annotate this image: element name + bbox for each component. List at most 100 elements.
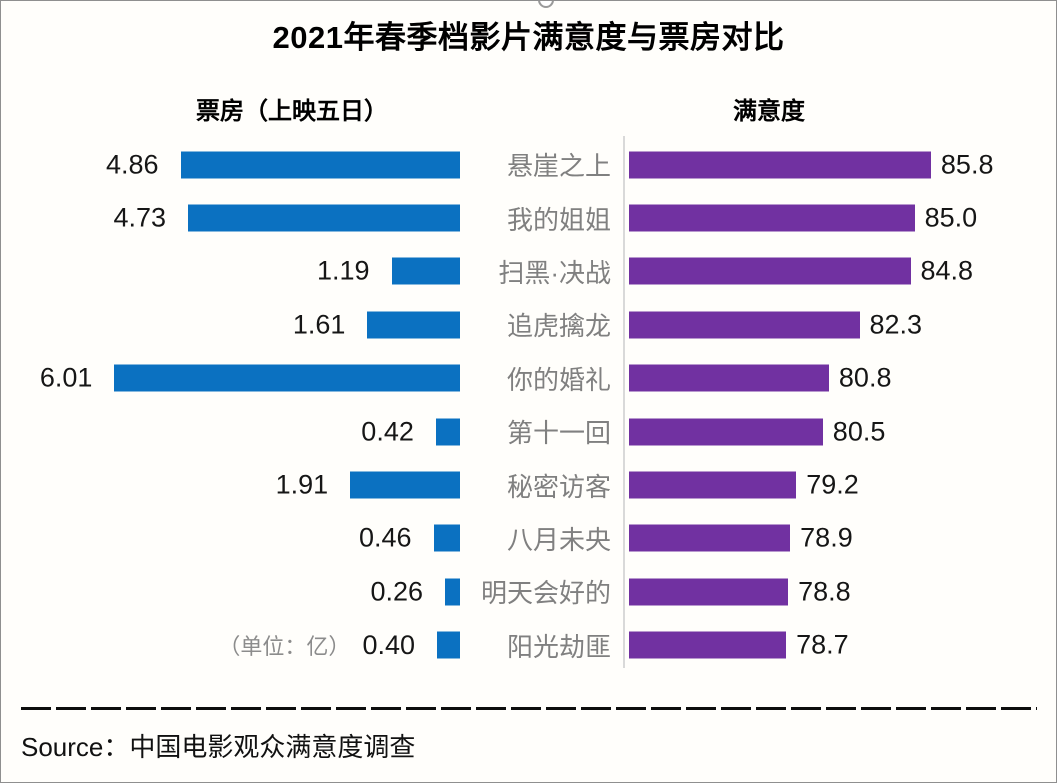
boxoffice-bar: [433, 524, 460, 552]
boxoffice-bar: [114, 364, 460, 392]
boxoffice-value-group: 6.01: [40, 363, 93, 394]
center-axis-line: [623, 136, 625, 668]
boxoffice-value-group: 4.73: [113, 203, 166, 234]
satisfaction-zone: 80.5: [623, 405, 1056, 458]
chart-row: （单位：亿） 0.40 阳光劫匪 78.7: [1, 619, 1056, 672]
boxoffice-zone: 6.01: [1, 352, 460, 405]
boxoffice-value: 4.86: [106, 149, 159, 180]
movie-name-zone: 秘密访客: [460, 458, 623, 511]
right-column-header: 满意度: [733, 98, 805, 125]
movie-label: 你的婚礼: [506, 364, 611, 395]
satisfaction-bar: [629, 578, 789, 606]
boxoffice-bar: [445, 578, 460, 606]
page-title: 2021年春季档影片满意度与票房对比: [272, 20, 785, 55]
boxoffice-value: 0.46: [359, 522, 412, 553]
satisfaction-value: 80.8: [838, 362, 892, 393]
source-note: Source：中国电影观众满意度调查: [21, 732, 416, 762]
boxoffice-zone: 0.46: [1, 512, 460, 565]
satisfaction-bar: [629, 364, 829, 392]
boxoffice-value: 0.40: [362, 630, 415, 661]
boxoffice-bar: [391, 257, 460, 285]
chart-row: 6.01 你的婚礼 80.8: [1, 352, 1056, 405]
boxoffice-value: 1.91: [275, 469, 329, 500]
boxoffice-zone: 0.26: [1, 565, 460, 618]
separator-line: [21, 707, 1037, 710]
chart-row: 0.46 八月未央 78.9: [1, 512, 1056, 565]
boxoffice-value: 4.73: [113, 202, 167, 233]
boxoffice-value-group: 1.91: [276, 470, 329, 501]
satisfaction-zone: 82.3: [623, 298, 1056, 351]
satisfaction-value: 78.9: [800, 522, 853, 553]
satisfaction-value: 85.8: [940, 149, 994, 180]
boxoffice-value: 0.42: [361, 416, 414, 447]
boxoffice-zone: 4.73: [1, 191, 460, 244]
boxoffice-value-group: 0.46: [359, 523, 412, 554]
satisfaction-value: 84.8: [920, 255, 974, 286]
boxoffice-value-group: （单位：亿） 0.40: [218, 629, 415, 661]
satisfaction-zone: 84.8: [623, 245, 1056, 298]
boxoffice-bar: [188, 204, 460, 232]
chart-row: 0.42 第十一回 80.5: [1, 405, 1056, 458]
boxoffice-value: 1.19: [317, 255, 370, 286]
movie-label: 第十一回: [506, 418, 611, 449]
boxoffice-bar: [435, 418, 460, 446]
movie-label: 悬崖之上: [506, 151, 611, 182]
chart-row: 1.19 扫黑·决战 84.8: [1, 245, 1056, 298]
boxoffice-value: 6.01: [39, 362, 93, 393]
boxoffice-zone: 1.19: [1, 245, 460, 298]
movie-label: 扫黑·决战: [498, 257, 611, 288]
satisfaction-bar: [629, 631, 787, 659]
movie-name-zone: 悬崖之上: [460, 138, 623, 191]
movie-name-zone: 阳光劫匪: [460, 619, 623, 672]
chart-row: 1.61 追虎擒龙 82.3: [1, 298, 1056, 351]
boxoffice-value: 1.61: [292, 309, 346, 340]
satisfaction-value: 78.8: [798, 576, 851, 607]
satisfaction-zone: 79.2: [623, 458, 1056, 511]
satisfaction-zone: 85.0: [623, 191, 1056, 244]
boxoffice-zone: 1.61: [1, 298, 460, 351]
movie-label: 我的姐姐: [506, 204, 611, 235]
chart-row: 4.73 我的姐姐 85.0: [1, 191, 1056, 244]
selection-handle[interactable]: [538, 1, 554, 8]
boxoffice-bar: [350, 471, 460, 499]
satisfaction-zone: 78.9: [623, 512, 1056, 565]
satisfaction-bar: [629, 418, 823, 446]
satisfaction-zone: 78.8: [623, 565, 1056, 618]
movie-name-zone: 你的婚礼: [460, 352, 623, 405]
boxoffice-bar: [437, 631, 460, 659]
movie-label: 追虎擒龙: [506, 311, 611, 342]
boxoffice-value-group: 0.42: [361, 416, 414, 447]
satisfaction-value: 85.0: [924, 202, 978, 233]
boxoffice-bar: [180, 151, 460, 179]
satisfaction-bar: [629, 204, 915, 232]
movie-name-zone: 我的姐姐: [460, 191, 623, 244]
movie-name-zone: 八月未央: [460, 512, 623, 565]
satisfaction-bar: [629, 151, 931, 179]
movie-label: 明天会好的: [480, 578, 611, 609]
tornado-chart: 4.86 悬崖之上 85.8 4.73 我的姐姐 85.0 1.19 扫黑·决战 84.8 1.6…: [1, 136, 1056, 674]
movie-name-zone: 第十一回: [460, 405, 623, 458]
satisfaction-bar: [629, 471, 797, 499]
boxoffice-zone: 1.91: [1, 458, 460, 511]
boxoffice-zone: 0.42: [1, 405, 460, 458]
satisfaction-bar: [629, 257, 911, 285]
movie-label: 秘密访客: [506, 471, 611, 502]
satisfaction-value: 78.7: [796, 629, 849, 660]
boxoffice-bar: [367, 311, 460, 339]
chart-row: 0.26 明天会好的 78.8: [1, 565, 1056, 618]
movie-label: 八月未央: [506, 524, 611, 555]
movie-name-zone: 追虎擒龙: [460, 298, 623, 351]
chart-row: 4.86 悬崖之上 85.8: [1, 138, 1056, 191]
boxoffice-value: 0.26: [370, 576, 424, 607]
chart-row: 1.91 秘密访客 79.2: [1, 458, 1056, 511]
satisfaction-zone: 85.8: [623, 138, 1056, 191]
satisfaction-value: 82.3: [869, 309, 923, 340]
left-column-header: 票房（上映五日）: [196, 98, 388, 125]
boxoffice-value-group: 0.26: [371, 576, 424, 607]
movie-label: 阳光劫匪: [506, 631, 611, 662]
satisfaction-bar: [629, 311, 860, 339]
unit-note: （单位：亿）: [218, 634, 351, 660]
boxoffice-zone: （单位：亿） 0.40: [1, 619, 460, 672]
boxoffice-zone: 4.86: [1, 138, 460, 191]
